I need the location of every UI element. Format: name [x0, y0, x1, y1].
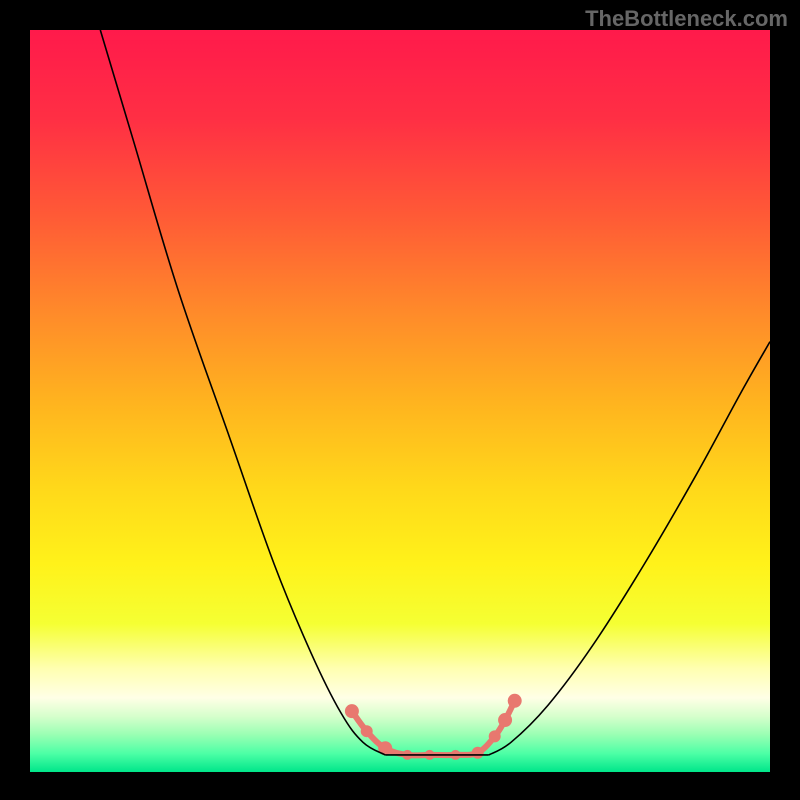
- curve-marker: [361, 725, 373, 737]
- curve-marker: [472, 747, 484, 759]
- curve-marker: [498, 713, 512, 727]
- curve-marker: [508, 694, 522, 708]
- bottleneck-chart: [0, 0, 800, 800]
- curve-marker: [489, 730, 501, 742]
- watermark-text: TheBottleneck.com: [585, 6, 788, 32]
- curve-marker: [345, 704, 359, 718]
- plot-background: [30, 30, 770, 772]
